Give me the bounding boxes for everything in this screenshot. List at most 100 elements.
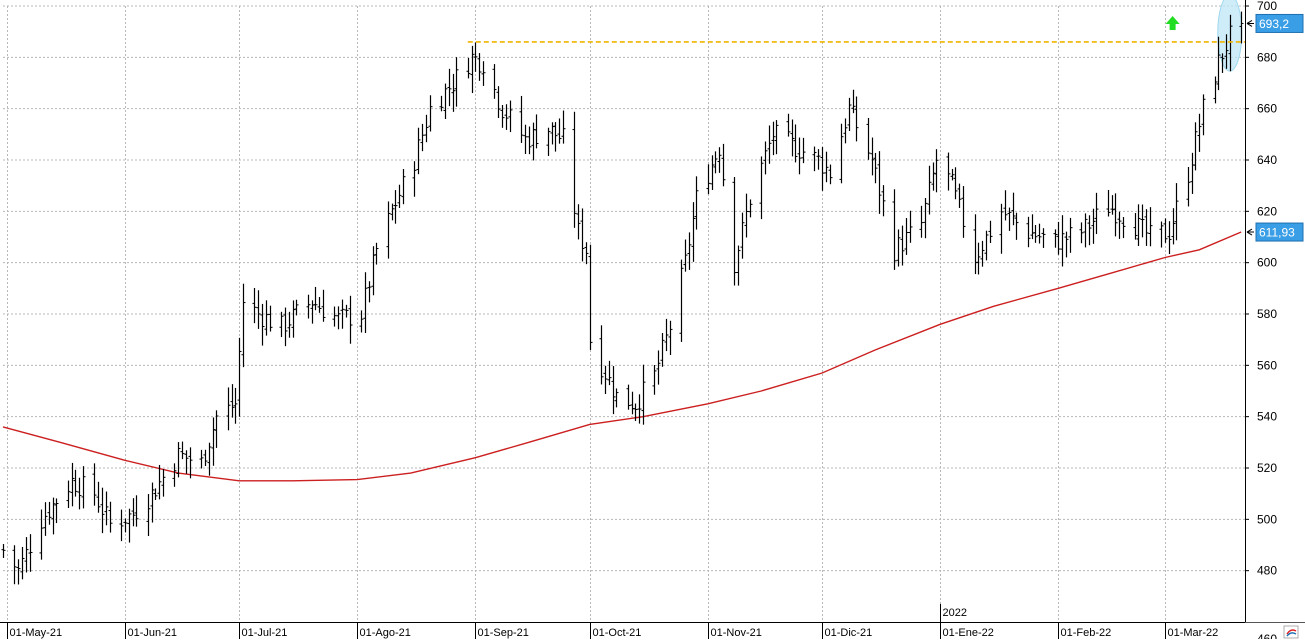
price-bar — [1041, 228, 1046, 248]
price-bar — [241, 283, 246, 368]
price-bar — [146, 494, 151, 537]
price-bar — [931, 162, 936, 191]
price-bar — [771, 121, 776, 156]
price-bar — [54, 498, 59, 524]
price-bar — [717, 147, 722, 173]
price-bar — [1011, 192, 1016, 226]
price-bar — [20, 546, 25, 580]
price-bar — [546, 127, 551, 156]
price-bar — [1201, 94, 1206, 136]
price-bar — [1087, 215, 1092, 246]
price-bar — [260, 303, 265, 346]
y-tick-label-partial: 460 — [1257, 632, 1277, 639]
corner-logo-mark-red — [1286, 629, 1297, 635]
price-bar — [199, 449, 204, 469]
y-tick-label: 560 — [1257, 358, 1277, 372]
price-bar — [611, 366, 616, 415]
price-bar — [393, 190, 398, 224]
price-bar — [1007, 207, 1012, 231]
price-bar — [641, 364, 646, 425]
price-bar — [1110, 195, 1115, 215]
year-marker-label: 2022 — [943, 607, 967, 619]
price-bar — [374, 242, 379, 265]
price-bar — [1091, 208, 1096, 244]
price-bar — [927, 165, 932, 215]
price-bar — [386, 201, 391, 259]
price-bar — [923, 198, 928, 239]
x-tick-label: 01-Ene-22 — [943, 627, 994, 639]
price-bar — [851, 89, 856, 114]
price-bar — [1068, 217, 1073, 253]
price-bar — [687, 232, 692, 270]
price-bar — [492, 64, 497, 99]
price-bar — [416, 127, 421, 175]
price-bar — [1064, 231, 1069, 258]
price-bar — [1053, 229, 1058, 248]
price-bar — [39, 509, 44, 560]
price-bar — [188, 447, 193, 479]
price-bar — [713, 151, 718, 174]
price-bar — [1136, 204, 1141, 246]
price-bar — [1026, 216, 1031, 248]
price-bar — [732, 177, 737, 286]
x-tick-label: 01-May-21 — [10, 627, 63, 639]
price-bar — [988, 220, 993, 243]
price-bar — [1148, 207, 1153, 247]
price-bar — [793, 124, 798, 163]
price-bar — [854, 96, 859, 142]
price-bar — [207, 442, 212, 476]
price-bar — [150, 482, 155, 523]
price-bar — [161, 469, 166, 497]
price-bar — [153, 488, 158, 500]
price-bar — [1224, 34, 1229, 69]
corner-logo-icon — [1283, 625, 1299, 639]
price-bar — [656, 350, 661, 385]
price-bar — [1216, 36, 1221, 91]
price-bar — [790, 119, 795, 157]
price-bar — [710, 155, 715, 190]
price-bar — [1171, 208, 1176, 245]
price-bar — [908, 210, 913, 243]
price-bar — [1144, 209, 1149, 246]
price-bar — [824, 151, 829, 183]
price-bar — [108, 501, 113, 533]
last-price-label-text: 693,2 — [1259, 17, 1289, 31]
price-bar — [92, 463, 97, 506]
price-bar — [900, 225, 905, 266]
price-bar — [336, 306, 341, 330]
y-tick-label: 700 — [1257, 0, 1277, 13]
x-tick-label: 01-Jul-21 — [242, 627, 288, 639]
price-bar — [870, 137, 875, 176]
price-bar — [976, 242, 981, 275]
last-price-label-box — [1255, 13, 1304, 33]
price-bar — [104, 491, 109, 526]
last-price-label: 693,2 — [1246, 13, 1304, 33]
price-bar — [397, 184, 402, 208]
price-bar — [957, 183, 962, 208]
y-tick-label: 580 — [1257, 307, 1277, 321]
price-bar — [412, 161, 417, 197]
price-bar — [534, 114, 539, 149]
price-bar — [66, 480, 71, 509]
price-bar — [820, 147, 825, 191]
price-bar — [1113, 193, 1118, 237]
price-bar — [1197, 113, 1202, 152]
price-bar — [371, 246, 376, 296]
price-bar — [1, 544, 6, 558]
price-bar — [904, 218, 909, 255]
price-bar — [980, 240, 985, 267]
price-bar — [999, 203, 1004, 254]
price-bar — [451, 73, 456, 112]
price-bar — [211, 417, 216, 466]
price-bar — [184, 450, 189, 474]
price-bar — [843, 118, 848, 144]
price-bar — [763, 141, 768, 175]
price-bar — [961, 186, 966, 238]
price-bar — [744, 193, 749, 238]
price-bar — [759, 156, 764, 220]
price-bar — [172, 463, 177, 487]
price-bar — [919, 205, 924, 238]
price-bar — [439, 95, 444, 112]
